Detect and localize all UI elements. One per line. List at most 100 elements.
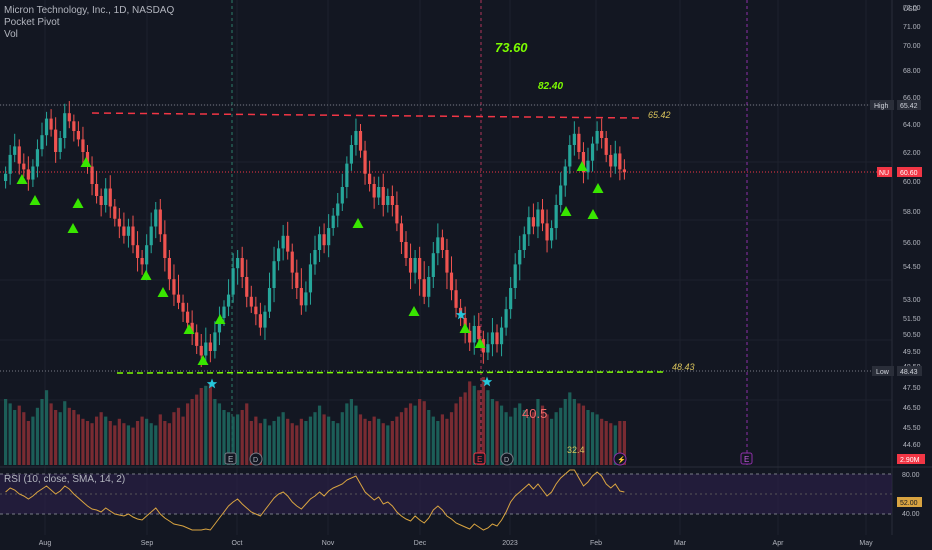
volume-bar <box>277 416 281 465</box>
volume-bar <box>486 390 490 465</box>
pocket-pivot-star <box>481 376 493 387</box>
candle-body <box>331 215 335 229</box>
candle-body <box>26 169 30 180</box>
candle-body <box>354 131 358 145</box>
rsi-pane[interactable]: 80.00 52.00 40.00 <box>0 466 932 531</box>
volume-bar <box>586 410 590 465</box>
earnings-badge <box>473 452 486 465</box>
volume-bar <box>163 421 167 465</box>
candle-body <box>336 203 340 216</box>
high-tag: High 65.42 <box>870 100 921 110</box>
candle-body <box>563 166 567 186</box>
indicator-pocket-pivot[interactable]: Pocket Pivot <box>4 17 60 28</box>
candle-body <box>554 205 558 229</box>
volume-bar <box>418 399 422 465</box>
volume-bar <box>513 407 517 465</box>
time-tick-label: 2023 <box>502 540 518 547</box>
candle-body <box>381 187 385 205</box>
volume-bar <box>81 418 85 465</box>
candle-body <box>76 131 80 140</box>
volume-bar <box>35 407 40 465</box>
candle-body <box>363 150 367 174</box>
candle-body <box>399 223 404 242</box>
candle-body <box>236 258 240 269</box>
time-tick-label: Nov <box>322 540 335 547</box>
candle-body <box>404 242 408 258</box>
candle-body <box>67 113 71 122</box>
candle-body <box>213 332 217 351</box>
volume-bar <box>345 403 349 465</box>
volume-bar <box>368 421 372 465</box>
time-tick-label: Mar <box>674 540 687 547</box>
candle-body <box>176 294 181 303</box>
volume-bar <box>322 414 326 465</box>
candle-body <box>295 272 299 288</box>
candle-body <box>140 258 144 265</box>
volume-bars <box>4 377 626 465</box>
volume-bar <box>113 425 117 465</box>
pocket-pivot-triangle <box>474 338 486 348</box>
candle-body <box>618 153 622 170</box>
price-tick-label: 50.50 <box>903 332 921 339</box>
volume-bar <box>572 399 576 465</box>
svg-text:E: E <box>744 455 749 464</box>
pocket-pivot-triangle <box>560 206 572 216</box>
volume-bar <box>509 416 513 465</box>
volume-bar <box>604 421 608 465</box>
candle-body <box>527 217 531 235</box>
volume-bar <box>609 423 613 465</box>
low-tag: Low 48.43 <box>872 366 922 376</box>
candle-body <box>454 290 458 308</box>
volume-bar <box>40 399 44 465</box>
candle-body <box>422 279 426 297</box>
candle-body <box>226 294 231 307</box>
svg-text:Low: Low <box>876 369 890 376</box>
svg-text:60.60: 60.60 <box>900 170 918 177</box>
candle-body <box>199 345 203 356</box>
volume-bar <box>449 412 454 465</box>
volume-bar <box>240 410 244 465</box>
candle-body <box>495 332 499 345</box>
volume-bar <box>195 394 199 465</box>
volume-bar <box>154 425 158 465</box>
volume-bar <box>267 425 272 465</box>
event-badges[interactable]: E D E D ⚡ E <box>224 452 753 466</box>
volume-bar <box>217 403 222 465</box>
annotation-48-43: 48.43 <box>672 362 695 372</box>
volume-bar <box>313 412 317 465</box>
candle-body <box>54 129 58 152</box>
candle-body <box>35 149 40 167</box>
candle-body <box>522 234 526 250</box>
time-tick-label: May <box>859 540 873 547</box>
candle-body <box>145 245 149 265</box>
candle-body <box>449 272 454 291</box>
volume-bar <box>349 399 353 465</box>
volume-bar <box>286 418 290 465</box>
symbol-title[interactable]: Micron Technology, Inc., 1D, NASDAQ <box>4 5 175 16</box>
candle-body <box>172 279 176 295</box>
volume-bar <box>381 423 385 465</box>
price-tick-label: 56.00 <box>903 240 921 247</box>
pocket-pivot-triangle <box>16 174 28 184</box>
svg-text:E: E <box>228 455 233 464</box>
candle-body <box>600 131 604 138</box>
support-line[interactable] <box>116 371 666 374</box>
volume-bar <box>90 423 94 465</box>
candle-body <box>99 196 103 205</box>
indicator-volume[interactable]: Vol <box>4 29 18 40</box>
svg-text:40.00: 40.00 <box>902 511 920 518</box>
volume-bar <box>145 418 149 465</box>
candle-body <box>113 206 117 219</box>
rsi-legend[interactable]: RSI (10, close, SMA, 14, 2) <box>4 474 126 485</box>
svg-text:High: High <box>874 103 889 110</box>
volume-bar <box>63 401 67 465</box>
volume-bar <box>67 407 71 465</box>
pocket-pivot-triangle <box>157 287 169 297</box>
resistance-line[interactable] <box>91 112 641 119</box>
annotation-82-40: 82.40 <box>538 81 563 92</box>
candle-body <box>308 264 313 293</box>
candle-body <box>317 234 322 250</box>
candle-body <box>358 131 363 151</box>
time-tick-label: Dec <box>414 540 427 547</box>
